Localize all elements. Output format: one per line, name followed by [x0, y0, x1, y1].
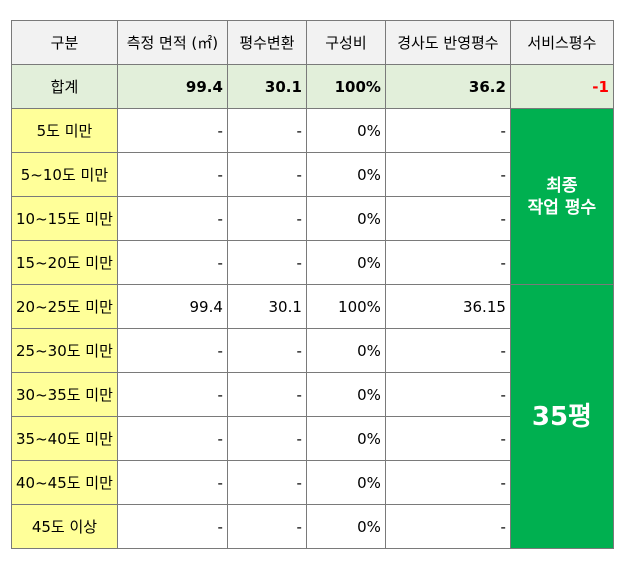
- row-category[interactable]: 15~20도 미만: [11, 240, 118, 285]
- row-category[interactable]: 20~25도 미만: [11, 284, 118, 329]
- slope-area-table: 구분 측정 면적 (㎡) 평수변환 구성비 경사도 반영평수 서비스평수 합계 …: [11, 20, 614, 549]
- row-area[interactable]: -: [116, 240, 228, 285]
- row-pyeong[interactable]: 30.1: [226, 284, 307, 329]
- row-pyeong[interactable]: -: [226, 460, 307, 505]
- row-slope-pyeong[interactable]: -: [384, 240, 511, 285]
- table-row: 10~15도 미만 - - 0% -: [11, 196, 614, 241]
- row-category[interactable]: 5~10도 미만: [11, 152, 118, 197]
- final-work-value-cell[interactable]: 35평: [509, 284, 614, 549]
- table-row: 5도 미만 - - 0% - 최종 작업 평수: [11, 108, 614, 285]
- row-area[interactable]: -: [116, 152, 228, 197]
- header-ratio[interactable]: 구성비: [305, 20, 386, 65]
- header-row: 구분 측정 면적 (㎡) 평수변환 구성비 경사도 반영평수 서비스평수: [11, 20, 614, 65]
- table-row: 35~40도 미만 - - 0% -: [11, 416, 614, 461]
- row-area[interactable]: -: [116, 504, 228, 549]
- row-ratio[interactable]: 0%: [305, 504, 386, 549]
- table-row: 25~30도 미만 - - 0% -: [11, 328, 614, 373]
- row-area[interactable]: -: [116, 416, 228, 461]
- row-ratio[interactable]: 0%: [305, 152, 386, 197]
- total-label[interactable]: 합계: [11, 64, 118, 109]
- row-slope-pyeong[interactable]: -: [384, 460, 511, 505]
- table-row: 20~25도 미만 99.4 30.1 100% 36.15 35평: [11, 284, 614, 549]
- row-pyeong[interactable]: -: [226, 240, 307, 285]
- row-ratio[interactable]: 0%: [305, 416, 386, 461]
- row-category[interactable]: 5도 미만: [11, 108, 118, 153]
- table-row: 30~35도 미만 - - 0% -: [11, 372, 614, 417]
- table-row: 40~45도 미만 - - 0% -: [11, 460, 614, 505]
- row-ratio[interactable]: 0%: [305, 196, 386, 241]
- row-slope-pyeong[interactable]: -: [384, 372, 511, 417]
- row-category[interactable]: 30~35도 미만: [11, 372, 118, 417]
- row-slope-pyeong[interactable]: -: [384, 416, 511, 461]
- row-pyeong[interactable]: -: [226, 328, 307, 373]
- header-category[interactable]: 구분: [11, 20, 118, 65]
- row-pyeong[interactable]: -: [226, 416, 307, 461]
- header-service[interactable]: 서비스평수: [509, 20, 614, 65]
- row-slope-pyeong[interactable]: -: [384, 152, 511, 197]
- final-work-label-cell[interactable]: 최종 작업 평수: [509, 108, 614, 285]
- row-area[interactable]: -: [116, 372, 228, 417]
- row-area[interactable]: -: [116, 460, 228, 505]
- row-pyeong[interactable]: -: [226, 196, 307, 241]
- total-pyeong[interactable]: 30.1: [226, 64, 307, 109]
- row-area[interactable]: -: [116, 108, 228, 153]
- row-slope-pyeong[interactable]: -: [384, 504, 511, 549]
- row-ratio[interactable]: 100%: [305, 284, 386, 329]
- row-slope-pyeong[interactable]: -: [384, 108, 511, 153]
- row-pyeong[interactable]: -: [226, 152, 307, 197]
- total-slope-pyeong[interactable]: 36.2: [384, 64, 511, 109]
- final-work-label-line1: 최종: [546, 175, 578, 196]
- header-area[interactable]: 측정 면적 (㎡): [116, 20, 228, 65]
- total-ratio[interactable]: 100%: [305, 64, 386, 109]
- row-pyeong[interactable]: -: [226, 504, 307, 549]
- row-pyeong[interactable]: -: [226, 372, 307, 417]
- row-slope-pyeong[interactable]: 36.15: [384, 284, 511, 329]
- final-work-label-line2: 작업 평수: [527, 197, 597, 218]
- row-slope-pyeong[interactable]: -: [384, 328, 511, 373]
- total-row: 합계 99.4 30.1 100% 36.2 -1: [11, 64, 614, 109]
- table-row: 45도 이상 - - 0% -: [11, 504, 614, 549]
- total-service[interactable]: -1: [509, 64, 614, 109]
- row-ratio[interactable]: 0%: [305, 328, 386, 373]
- row-ratio[interactable]: 0%: [305, 460, 386, 505]
- row-area[interactable]: 99.4: [116, 284, 228, 329]
- row-category[interactable]: 35~40도 미만: [11, 416, 118, 461]
- row-ratio[interactable]: 0%: [305, 108, 386, 153]
- table-row: 5~10도 미만 - - 0% -: [11, 152, 614, 197]
- row-area[interactable]: -: [116, 196, 228, 241]
- row-ratio[interactable]: 0%: [305, 240, 386, 285]
- header-slope-pyeong[interactable]: 경사도 반영평수: [384, 20, 511, 65]
- total-area[interactable]: 99.4: [116, 64, 228, 109]
- row-category[interactable]: 40~45도 미만: [11, 460, 118, 505]
- row-category[interactable]: 45도 이상: [11, 504, 118, 549]
- header-pyeong[interactable]: 평수변환: [226, 20, 307, 65]
- row-area[interactable]: -: [116, 328, 228, 373]
- row-ratio[interactable]: 0%: [305, 372, 386, 417]
- row-pyeong[interactable]: -: [226, 108, 307, 153]
- row-category[interactable]: 10~15도 미만: [11, 196, 118, 241]
- row-category[interactable]: 25~30도 미만: [11, 328, 118, 373]
- row-slope-pyeong[interactable]: -: [384, 196, 511, 241]
